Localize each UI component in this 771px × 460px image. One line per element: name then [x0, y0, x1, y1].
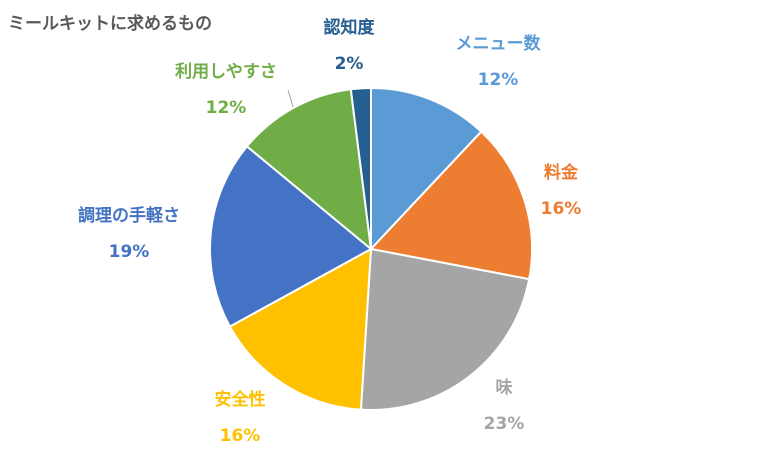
pie-slice-3 [359, 248, 531, 411]
slice-label-5: 調理の手軽さ 19% [78, 204, 180, 264]
slice-label-6: 利用しやすさ 12% [175, 60, 277, 120]
pie-slice-2 [370, 130, 534, 281]
slice-label-3: 味 23% [484, 376, 525, 436]
slice-name: 利用しやすさ [175, 62, 277, 82]
slice-label-2: 料金 16% [541, 161, 582, 221]
pie-slice-4 [228, 248, 372, 411]
slice-name: 料金 [543, 163, 578, 183]
pie-slice-1 [370, 87, 483, 250]
slice-name: 味 [495, 378, 513, 398]
slice-label-7: 認知度 2% [324, 16, 375, 76]
slice-percent: 16% [219, 426, 261, 446]
slice-percent: 12% [205, 98, 247, 118]
slice-percent: 23% [483, 414, 525, 434]
slice-name: メニュー数 [455, 34, 541, 54]
leader-lines [287, 89, 294, 108]
pie-slice-6 [245, 88, 372, 250]
slice-name: 安全性 [214, 390, 266, 410]
chart-title: ミールキットに求めるもの [8, 14, 212, 34]
slice-name: 調理の手軽さ [78, 206, 180, 226]
pie-slices [208, 87, 534, 411]
slice-percent: 2% [334, 54, 364, 74]
slice-percent: 16% [540, 199, 582, 219]
slice-label-4: 安全性 16% [215, 388, 266, 448]
pie-slice-7 [349, 87, 372, 250]
pie-slice-5 [208, 145, 372, 328]
slice-label-1: メニュー数 12% [456, 32, 541, 92]
slice-percent: 12% [477, 70, 519, 90]
slice-percent: 19% [108, 242, 150, 262]
leader-line [287, 89, 294, 108]
slice-name: 認知度 [323, 18, 375, 38]
